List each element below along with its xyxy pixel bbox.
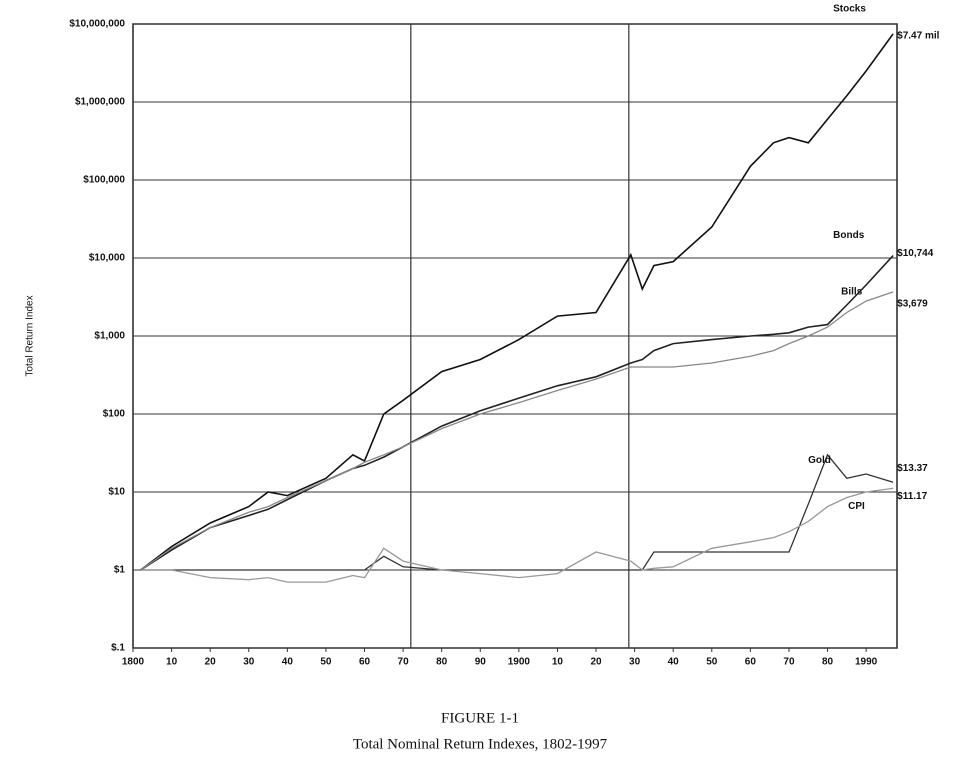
x-tick-label: 10 bbox=[552, 657, 564, 668]
y-tick-label: $100 bbox=[103, 409, 126, 420]
y-tick-label: $10,000 bbox=[89, 253, 126, 264]
series-name: Stocks bbox=[833, 4, 866, 15]
series-line bbox=[140, 487, 894, 583]
end-label: $3,679 bbox=[897, 299, 928, 310]
x-tick-label: 40 bbox=[668, 657, 680, 668]
x-tick-label: 10 bbox=[166, 657, 178, 668]
y-tick-label: $1 bbox=[114, 565, 126, 576]
x-tick-label: 70 bbox=[783, 657, 795, 668]
chart-title: Total Nominal Return Indexes, 1802-1997 bbox=[353, 736, 608, 752]
x-tick-label: 30 bbox=[243, 657, 255, 668]
series-name: Bills bbox=[841, 287, 863, 298]
end-label: $13.37 bbox=[897, 463, 928, 474]
x-tick-label: 90 bbox=[475, 657, 487, 668]
x-tick-label: 60 bbox=[745, 657, 757, 668]
y-tick-label: $100,000 bbox=[83, 175, 125, 186]
x-tick-label: 1900 bbox=[508, 657, 531, 668]
x-tick-label: 80 bbox=[436, 657, 448, 668]
series-line bbox=[140, 453, 894, 571]
series-line bbox=[140, 33, 894, 571]
x-tick-label: 20 bbox=[205, 657, 217, 668]
end-label: $10,744 bbox=[897, 248, 934, 259]
x-tick-label: 80 bbox=[822, 657, 834, 668]
x-tick-label: 1990 bbox=[855, 657, 878, 668]
y-axis-label: Total Return Index bbox=[25, 295, 36, 376]
series-name: CPI bbox=[848, 501, 865, 512]
x-tick-label: 50 bbox=[706, 657, 718, 668]
x-tick-label: 50 bbox=[320, 657, 332, 668]
x-tick-label: 40 bbox=[282, 657, 294, 668]
end-label: $7.47 mil bbox=[897, 31, 939, 42]
x-tick-label: 1800 bbox=[122, 657, 145, 668]
end-label: $11.17 bbox=[897, 491, 927, 502]
figure-number: FIGURE 1-1 bbox=[441, 710, 519, 726]
series-name: Bonds bbox=[833, 230, 865, 241]
x-tick-label: 20 bbox=[590, 657, 602, 668]
y-tick-label: $1,000 bbox=[94, 331, 125, 342]
x-tick-label: 60 bbox=[359, 657, 371, 668]
x-tick-label: 30 bbox=[629, 657, 641, 668]
y-tick-label: $.1 bbox=[111, 643, 125, 654]
series-line bbox=[140, 291, 894, 571]
y-tick-label: $10 bbox=[108, 487, 125, 498]
series-line bbox=[140, 255, 894, 571]
y-tick-label: $1,000,000 bbox=[75, 97, 125, 108]
y-tick-label: $10,000,000 bbox=[69, 19, 125, 30]
series-name: Gold bbox=[808, 455, 831, 466]
x-tick-label: 70 bbox=[398, 657, 410, 668]
